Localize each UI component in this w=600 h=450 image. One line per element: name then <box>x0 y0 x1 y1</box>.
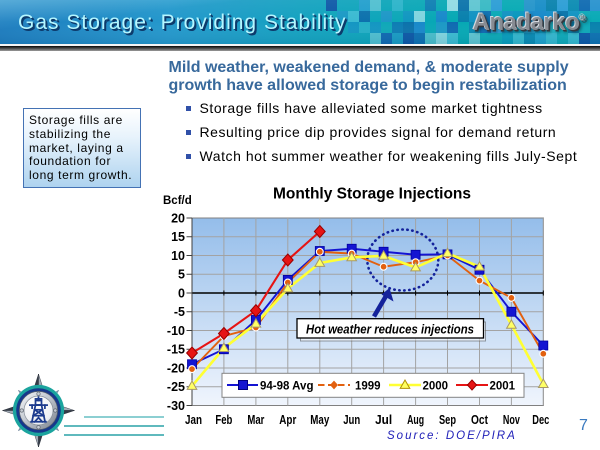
svg-text:Monthly Storage Injections: Monthly Storage Injections <box>273 186 471 203</box>
svg-text:94-98 Avg: 94-98 Avg <box>260 381 313 393</box>
svg-text:Jan: Jan <box>185 413 202 427</box>
svg-text:Oct: Oct <box>471 413 489 427</box>
svg-text:0: 0 <box>178 286 185 300</box>
svg-text:15: 15 <box>171 230 185 244</box>
svg-text:Mar: Mar <box>247 413 264 427</box>
svg-text:Nov: Nov <box>503 413 520 427</box>
svg-text:-30: -30 <box>167 399 185 413</box>
svg-text:-5: -5 <box>174 305 185 319</box>
svg-text:5: 5 <box>178 268 185 282</box>
svg-text:Bcf/d: Bcf/d <box>163 195 192 207</box>
svg-text:-15: -15 <box>167 343 185 357</box>
svg-text:Feb: Feb <box>215 413 232 427</box>
svg-text:20: 20 <box>171 211 185 225</box>
svg-text:-10: -10 <box>167 324 185 338</box>
svg-text:2000: 2000 <box>423 381 449 393</box>
svg-text:1999: 1999 <box>355 381 381 393</box>
svg-text:Hot weather reduces injections: Hot weather reduces injections <box>306 322 474 337</box>
svg-text:Apr: Apr <box>279 413 296 427</box>
svg-text:10: 10 <box>171 249 185 263</box>
svg-text:May: May <box>310 413 329 427</box>
svg-text:Sep: Sep <box>439 413 456 427</box>
svg-text:Jul: Jul <box>375 413 392 427</box>
svg-text:2001: 2001 <box>490 381 516 393</box>
svg-text:Jun: Jun <box>343 413 360 427</box>
svg-text:Dec: Dec <box>532 413 549 427</box>
svg-text:Aug: Aug <box>407 413 424 427</box>
svg-text:-25: -25 <box>167 380 185 394</box>
svg-text:-20: -20 <box>167 361 185 375</box>
